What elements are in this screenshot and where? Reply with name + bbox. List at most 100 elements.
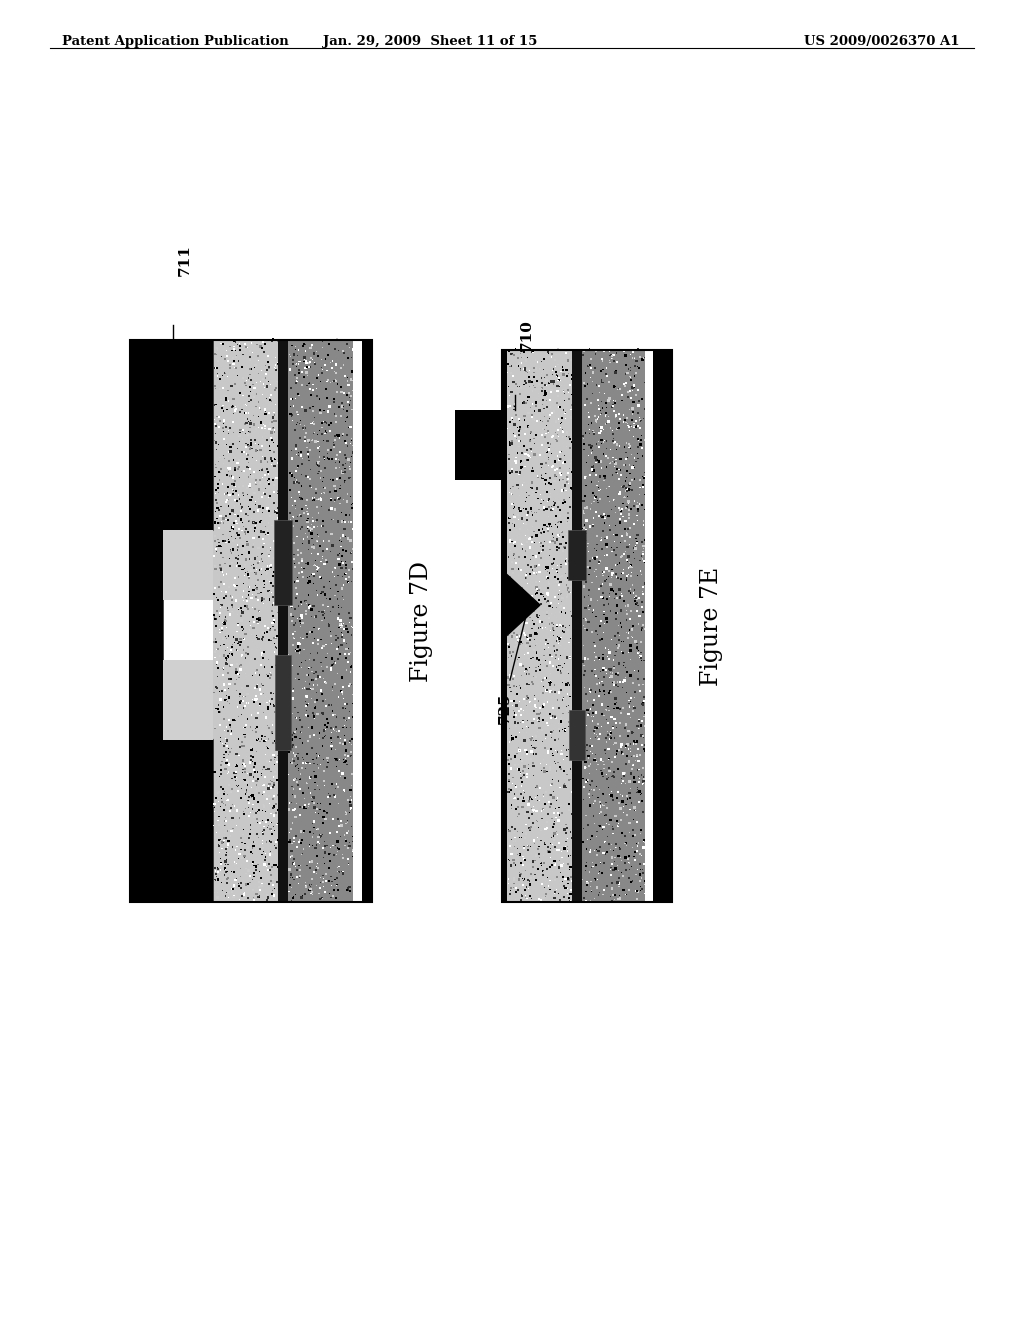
Bar	[267, 579, 268, 581]
Bar	[307, 562, 309, 564]
Bar	[338, 498, 340, 499]
Bar	[566, 517, 568, 519]
Bar	[249, 833, 251, 836]
Bar	[311, 859, 313, 862]
Bar	[532, 417, 535, 420]
Bar	[350, 572, 352, 574]
Bar	[597, 850, 600, 853]
Bar	[591, 469, 593, 471]
Bar	[642, 486, 644, 488]
Bar	[305, 752, 308, 755]
Bar	[213, 803, 215, 805]
Bar	[639, 418, 641, 421]
Bar	[321, 639, 322, 640]
Bar	[566, 533, 567, 535]
Bar	[550, 602, 552, 605]
Bar	[341, 690, 342, 692]
Bar	[231, 891, 233, 892]
Bar	[585, 581, 587, 582]
Bar	[602, 776, 603, 777]
Bar	[232, 492, 234, 495]
Bar	[221, 426, 224, 429]
Bar	[629, 510, 631, 511]
Bar	[642, 623, 644, 626]
Bar	[549, 682, 552, 685]
Bar	[234, 408, 237, 409]
Bar	[611, 358, 612, 359]
Bar	[509, 652, 511, 653]
Bar	[345, 824, 347, 825]
Bar	[231, 527, 233, 529]
Bar	[535, 874, 537, 875]
Bar	[510, 767, 512, 770]
Bar	[309, 576, 310, 577]
Bar	[551, 525, 552, 528]
Bar	[339, 477, 341, 479]
Bar	[268, 746, 270, 747]
Bar	[643, 722, 645, 723]
Bar	[507, 643, 509, 645]
Bar	[568, 705, 570, 706]
Bar	[322, 466, 325, 469]
Bar	[529, 635, 531, 636]
Bar	[534, 704, 536, 706]
Bar	[634, 690, 636, 693]
Bar	[517, 890, 519, 891]
Bar	[631, 533, 633, 536]
Bar	[632, 413, 634, 414]
Bar	[295, 381, 297, 384]
Bar	[615, 846, 617, 847]
Bar	[523, 368, 526, 371]
Bar	[623, 503, 624, 504]
Bar	[353, 780, 354, 781]
Bar	[569, 899, 570, 902]
Bar	[331, 880, 333, 882]
Bar	[276, 824, 279, 825]
Bar	[595, 656, 597, 657]
Bar	[261, 738, 262, 739]
Bar	[309, 347, 311, 348]
Bar	[593, 516, 595, 519]
Bar	[246, 685, 249, 686]
Bar	[312, 417, 314, 420]
Bar	[554, 576, 556, 578]
Bar	[519, 368, 521, 371]
Bar	[538, 717, 540, 719]
Bar	[294, 808, 296, 810]
Bar	[228, 494, 230, 496]
Bar	[558, 379, 560, 381]
Bar	[524, 556, 525, 558]
Bar	[243, 404, 245, 407]
Bar	[313, 807, 315, 809]
Bar	[547, 577, 550, 579]
Bar	[317, 867, 319, 869]
Bar	[601, 379, 602, 381]
Bar	[229, 426, 231, 429]
Bar	[637, 473, 639, 474]
Bar	[644, 467, 646, 470]
Bar	[625, 487, 627, 488]
Bar	[633, 546, 635, 549]
Bar	[335, 372, 337, 375]
Bar	[268, 569, 269, 570]
Bar	[222, 455, 224, 457]
Bar	[256, 726, 258, 729]
Bar	[312, 605, 314, 607]
Bar	[517, 392, 518, 395]
Bar	[634, 834, 636, 836]
Bar	[529, 826, 531, 828]
Bar	[530, 605, 532, 607]
Bar	[549, 690, 552, 693]
Bar	[270, 566, 272, 569]
Bar	[512, 678, 514, 680]
Bar	[319, 887, 322, 888]
Bar	[256, 788, 257, 789]
Bar	[332, 830, 334, 832]
Bar	[530, 681, 532, 682]
Bar	[253, 701, 255, 702]
Bar	[213, 341, 278, 902]
Bar	[629, 706, 630, 708]
Bar	[630, 752, 631, 754]
Bar	[263, 343, 265, 346]
Bar	[549, 549, 551, 550]
